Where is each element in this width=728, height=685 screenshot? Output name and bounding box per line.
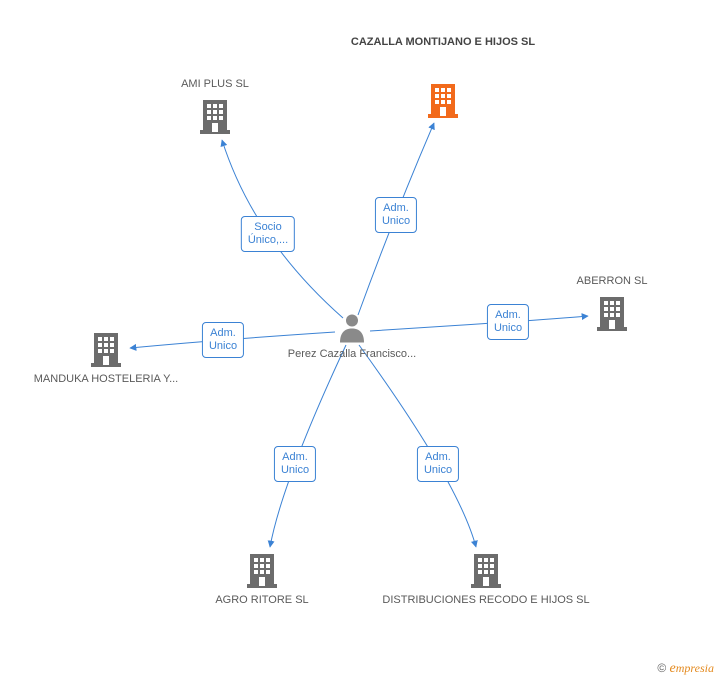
building-icon	[597, 295, 627, 331]
edge-label-cazalla: Adm. Unico	[375, 197, 417, 233]
building-icon	[200, 98, 230, 134]
company-label: MANDUKA HOSTELERIA Y...	[34, 373, 178, 386]
building-icon	[471, 552, 501, 588]
company-label: AGRO RITORE SL	[215, 594, 308, 607]
edge-label-manduka: Adm. Unico	[202, 322, 244, 358]
edge-label-ami: Socio Único,...	[241, 216, 295, 252]
company-label: ABERRON SL	[577, 275, 648, 288]
edge-label-agro: Adm. Unico	[274, 446, 316, 482]
company-label: DISTRIBUCIONES RECODO E HIJOS SL	[382, 594, 589, 607]
edge-label-distrib: Adm. Unico	[417, 446, 459, 482]
copyright: © empresia	[657, 661, 714, 677]
building-icon	[247, 552, 277, 588]
company-label: CAZALLA MONTIJANO E HIJOS SL	[351, 36, 535, 49]
company-label: AMI PLUS SL	[181, 78, 249, 91]
edge-label-aberron: Adm. Unico	[487, 304, 529, 340]
building-icon	[91, 331, 121, 367]
person-icon	[339, 313, 365, 348]
edge-aberron	[370, 316, 588, 331]
person-label: Perez Cazalla Francisco...	[288, 348, 416, 361]
brand: empresia	[670, 661, 714, 675]
building-icon	[428, 82, 458, 118]
copyright-symbol: ©	[657, 661, 666, 675]
